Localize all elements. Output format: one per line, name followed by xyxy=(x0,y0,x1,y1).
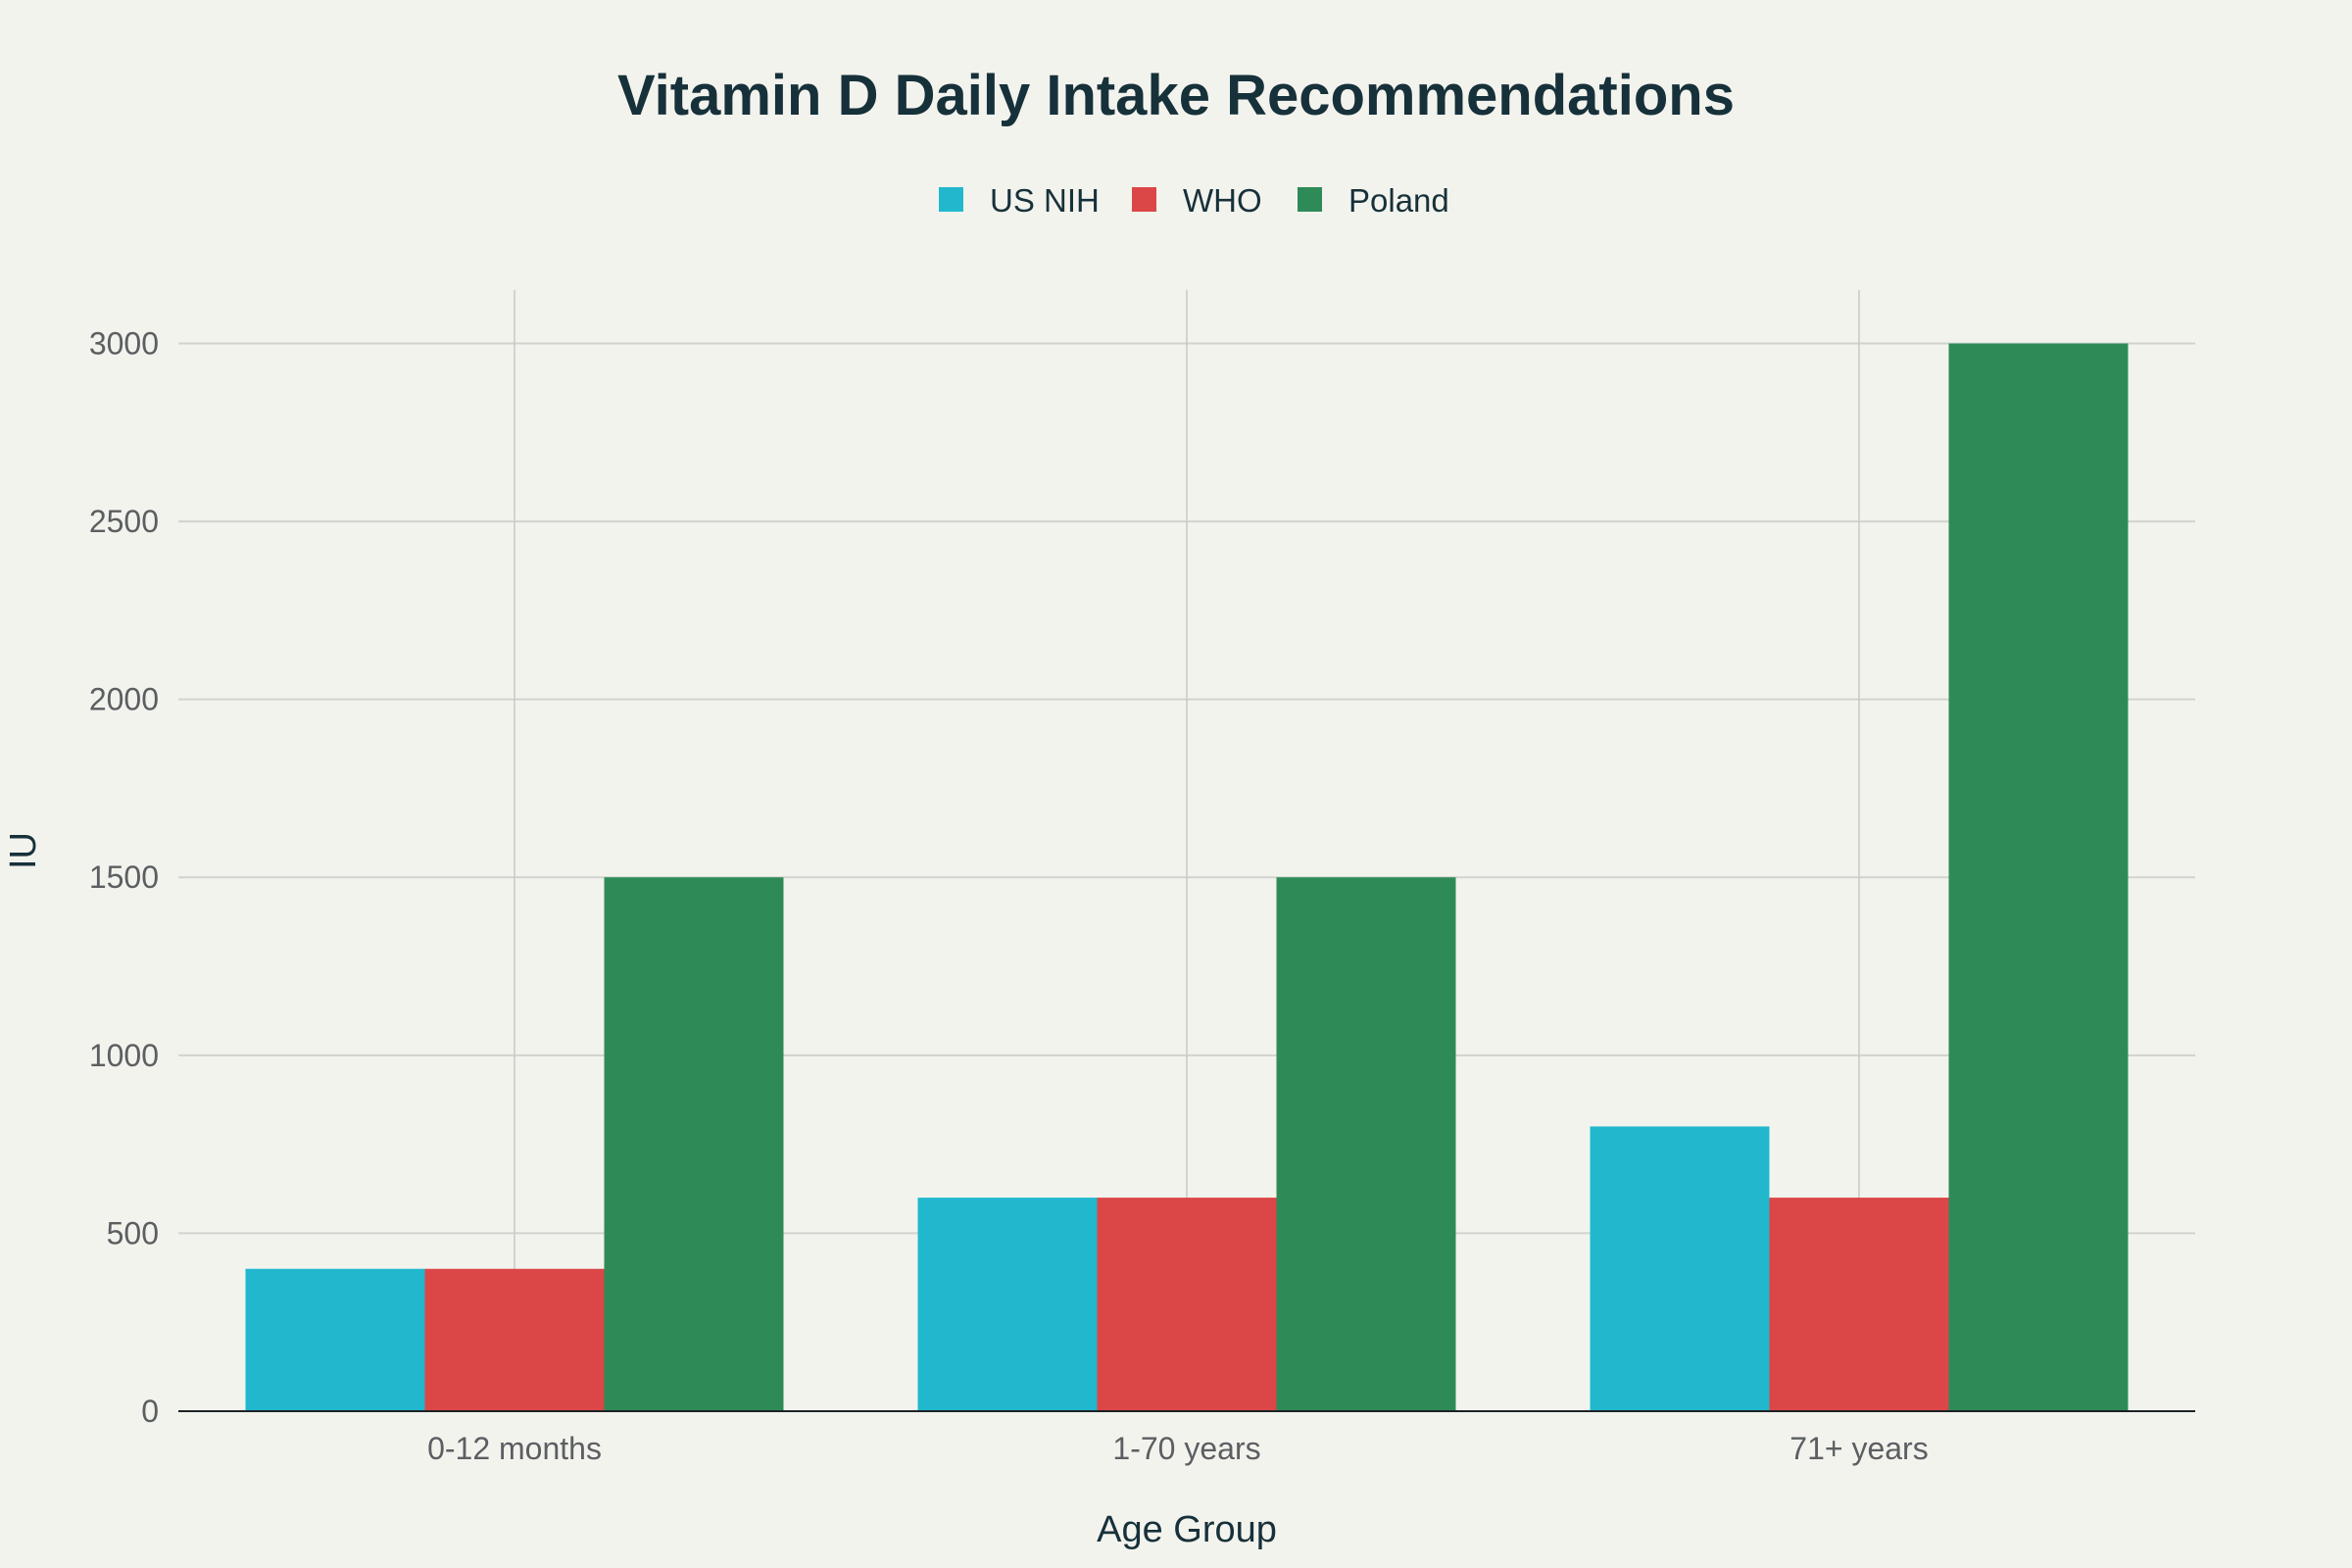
bar xyxy=(917,1198,1098,1411)
bar xyxy=(1590,1126,1770,1411)
y-tick-label: 2000 xyxy=(89,682,159,717)
x-axis-title: Age Group xyxy=(1097,1509,1277,1550)
y-tick-label: 500 xyxy=(107,1215,159,1250)
legend: US NIH WHO Poland xyxy=(939,182,1449,219)
legend-swatch xyxy=(939,187,963,212)
chart-title: Vitamin D Daily Intake Recommendations xyxy=(617,64,1735,127)
bar xyxy=(1276,877,1456,1411)
legend-label: US NIH xyxy=(990,182,1100,219)
grid xyxy=(178,290,2195,1411)
y-axis-title: IU xyxy=(3,832,44,869)
y-tick-label: 3000 xyxy=(89,325,159,361)
bar xyxy=(604,877,784,1411)
axes: 0 500 1000 1500 2000 2500 3000 0-12 months 1-70 … xyxy=(89,325,2195,1466)
legend-label: WHO xyxy=(1183,182,1262,219)
legend-swatch xyxy=(1132,187,1156,212)
x-tick-label: 1-70 years xyxy=(1112,1431,1260,1466)
bar xyxy=(1948,343,2129,1411)
y-tick-label: 0 xyxy=(141,1394,159,1429)
y-tick-label: 1000 xyxy=(89,1038,159,1073)
x-tick-label: 71+ years xyxy=(1789,1431,1928,1466)
legend-swatch xyxy=(1298,187,1322,212)
legend-label: Poland xyxy=(1348,182,1449,219)
bar xyxy=(1769,1198,1949,1411)
bars xyxy=(245,343,2129,1411)
bar xyxy=(245,1268,425,1411)
y-tick-label: 2500 xyxy=(89,504,159,539)
x-tick-label: 0-12 months xyxy=(427,1431,602,1466)
y-tick-label: 1500 xyxy=(89,859,159,895)
bar xyxy=(424,1268,605,1411)
bar xyxy=(1097,1198,1277,1411)
